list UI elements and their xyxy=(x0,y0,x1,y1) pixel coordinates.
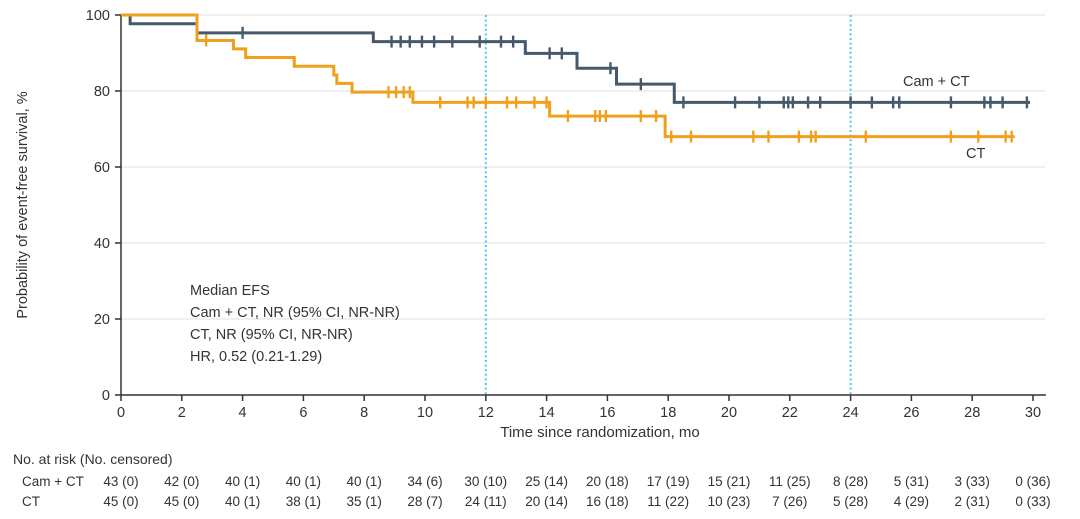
risk-value: 40 (1) xyxy=(346,474,382,489)
risk-value: 16 (18) xyxy=(586,494,629,509)
curve-label-camct: Cam + CT xyxy=(903,74,970,90)
risk-value: 40 (1) xyxy=(285,474,322,489)
x-tick-label: 8 xyxy=(360,405,368,421)
risk-value: 15 (21) xyxy=(707,474,751,489)
risk-value: 30 (10) xyxy=(464,474,508,489)
risk-value: 5 (31) xyxy=(893,474,930,489)
risk-value: 5 (28) xyxy=(832,494,869,509)
x-tick-label: 10 xyxy=(417,405,433,421)
risk-value: 8 (28) xyxy=(832,474,869,489)
risk-value: 11 (22) xyxy=(647,494,690,509)
risk-value: 4 (29) xyxy=(893,494,930,509)
risk-value: 28 (7) xyxy=(407,494,443,509)
risk-value: 40 (1) xyxy=(224,474,261,489)
y-tick-label: 80 xyxy=(94,84,110,100)
x-tick-label: 16 xyxy=(599,405,615,421)
risk-value: 17 (19) xyxy=(646,474,690,489)
curve-label-ct: CT xyxy=(966,146,986,162)
x-tick-label: 26 xyxy=(903,405,919,421)
x-tick-label: 0 xyxy=(117,405,125,421)
x-tick-label: 24 xyxy=(843,405,859,421)
annotation-line-hazard-ratio: HR, 0.52 (0.21-1.29) xyxy=(190,349,323,365)
x-tick-label: 30 xyxy=(1025,405,1041,421)
x-tick-label: 4 xyxy=(239,405,247,421)
risk-value: 3 (33) xyxy=(954,474,990,489)
risk-value: 0 (36) xyxy=(1015,474,1051,489)
risk-value: 42 (0) xyxy=(164,474,200,489)
y-tick-label: 100 xyxy=(86,8,110,24)
annotation-line-median-efs: Median EFS xyxy=(190,283,270,299)
y-axis-title: Probability of event-free survival, % xyxy=(15,91,31,319)
risk-table-header: No. at risk (No. censored) xyxy=(13,451,173,467)
x-tick-label: 2 xyxy=(178,405,186,421)
x-tick-label: 14 xyxy=(539,405,555,421)
risk-value: 40 (1) xyxy=(224,494,261,509)
x-tick-label: 12 xyxy=(478,405,494,421)
risk-value: 11 (25) xyxy=(768,474,811,489)
risk-value: 34 (6) xyxy=(407,474,443,489)
y-tick-label: 40 xyxy=(94,236,110,252)
risk-value: 45 (0) xyxy=(164,494,200,509)
y-tick-label: 0 xyxy=(102,388,110,404)
survival-curve-ct xyxy=(121,13,1015,139)
x-tick-label: 6 xyxy=(299,405,307,421)
risk-value: 43 (0) xyxy=(103,474,139,489)
risk-value: 20 (18) xyxy=(586,474,629,489)
x-tick-label: 22 xyxy=(782,405,798,421)
risk-row-label-ct: CT xyxy=(22,494,40,509)
risk-value: 0 (33) xyxy=(1015,494,1051,509)
x-axis-title: Time since randomization, mo xyxy=(500,424,700,441)
median-efs-annotation: Median EFS Cam + CT, NR (95% CI, NR-NR) … xyxy=(190,280,400,368)
y-tick-label: 20 xyxy=(94,312,110,328)
risk-value: 35 (1) xyxy=(346,494,382,509)
risk-value: 38 (1) xyxy=(285,494,322,509)
risk-value: 7 (26) xyxy=(772,494,808,509)
risk-value: 10 (23) xyxy=(707,494,751,509)
annotation-line-ct-median: CT, NR (95% CI, NR-NR) xyxy=(190,327,353,343)
x-tick-label: 20 xyxy=(721,405,737,421)
x-tick-label: 18 xyxy=(660,405,676,421)
risk-value: 2 (31) xyxy=(954,494,990,509)
survival-curve-camct xyxy=(121,13,1030,104)
risk-value: 20 (14) xyxy=(525,494,568,509)
risk-row-label-camct: Cam + CT xyxy=(22,474,84,489)
risk-value: 25 (14) xyxy=(525,474,568,489)
risk-value: 45 (0) xyxy=(103,494,139,509)
risk-value: 24 (11) xyxy=(464,494,507,509)
annotation-line-camct-median: Cam + CT, NR (95% CI, NR-NR) xyxy=(190,305,400,321)
y-tick-label: 60 xyxy=(94,160,110,176)
x-tick-label: 28 xyxy=(964,405,980,421)
